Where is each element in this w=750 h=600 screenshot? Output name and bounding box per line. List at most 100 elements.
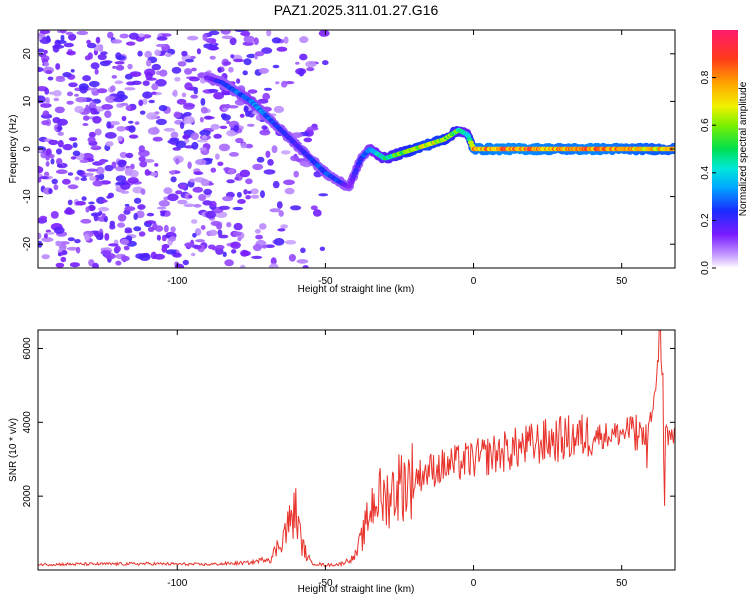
noise-blob (108, 243, 119, 247)
noise-blob (59, 30, 67, 34)
noise-blob (145, 59, 152, 67)
noise-blob (55, 169, 68, 174)
colorbar: 0.0 0.2 0.4 0.6 0.8 Normalized spectral ampl… (700, 30, 749, 275)
x-tick-label: 0 (471, 578, 477, 589)
noise-blob (114, 245, 121, 253)
snr-data-point (301, 543, 303, 545)
noise-blob (159, 69, 168, 77)
noise-blob (45, 231, 55, 235)
snr-data-point (147, 563, 149, 565)
noise-blob (104, 110, 112, 118)
noise-blob (127, 63, 133, 70)
noise-blob (226, 130, 237, 137)
noise-blob (91, 91, 99, 96)
noise-blob (40, 103, 52, 108)
noise-blob (303, 137, 313, 143)
noise-blob (94, 68, 99, 75)
noise-blob (161, 33, 172, 37)
noise-blob (232, 231, 242, 237)
noise-blob (139, 253, 151, 261)
noise-blob (260, 190, 265, 199)
noise-blob (188, 76, 200, 82)
noise-blob (183, 115, 195, 124)
noise-blob (262, 92, 271, 101)
noise-blob (218, 143, 231, 152)
noise-blob (62, 178, 71, 185)
noise-blob (85, 104, 90, 113)
noise-blob (306, 126, 319, 131)
noise-blob (232, 206, 244, 211)
noise-blob (200, 225, 206, 230)
noise-blob (51, 178, 58, 185)
noise-blob (133, 197, 142, 204)
snr-data-point (656, 366, 658, 368)
noise-blob (261, 125, 268, 130)
noise-blob (217, 161, 224, 166)
noise-blob (296, 259, 309, 264)
noise-blob (89, 101, 97, 109)
noise-blob (82, 75, 91, 82)
snr-data-point (562, 438, 564, 440)
noise-blob (243, 35, 255, 43)
noise-blob (119, 151, 128, 159)
noise-blob (181, 92, 187, 98)
noise-blob (48, 154, 55, 159)
noise-blob (92, 180, 104, 187)
snr-frame (37, 329, 676, 571)
noise-blob (245, 143, 254, 149)
noise-blob (108, 121, 121, 126)
ridge-point (465, 133, 472, 139)
noise-blob (138, 156, 146, 162)
noise-blob (117, 213, 127, 222)
noise-blob (156, 36, 168, 41)
noise-blob (163, 127, 176, 132)
noise-blob (114, 80, 124, 85)
snr-x-label: Height of straight line (km) (298, 584, 415, 595)
noise-blob (131, 72, 137, 77)
noise-blob (99, 232, 104, 240)
noise-blob (280, 150, 291, 155)
noise-blob (213, 92, 225, 100)
noise-blob (95, 36, 101, 44)
noise-blob (255, 51, 265, 57)
noise-blob (278, 210, 284, 217)
noise-blob (114, 61, 125, 65)
noise-blob (43, 233, 48, 239)
noise-blob (276, 46, 288, 52)
noise-blob (253, 37, 259, 45)
noise-blob (170, 226, 176, 233)
noise-blob (174, 77, 181, 82)
snr-data-point (532, 444, 534, 446)
noise-blob (170, 131, 179, 139)
noise-blob (104, 253, 116, 260)
noise-blob (208, 229, 218, 236)
noise-blob (38, 177, 42, 183)
noise-blob (312, 209, 322, 217)
noise-blob (53, 124, 59, 132)
colorbar-tick-label: 0.8 (700, 70, 711, 84)
noise-blob (86, 168, 98, 172)
noise-blob (76, 169, 84, 176)
noise-blob (195, 239, 206, 243)
snr-data-point (606, 434, 608, 436)
noise-blob (234, 176, 240, 181)
snr-y-label: SNR (10 * v/v) (8, 418, 19, 482)
noise-blob (245, 195, 251, 200)
noise-blob (215, 244, 225, 250)
noise-blob (134, 121, 140, 125)
noise-blob (53, 226, 65, 234)
noise-blob (66, 50, 76, 56)
noise-blob (224, 103, 231, 109)
colorbar-label: Normalized spectral amplitude (738, 81, 749, 216)
noise-blob (199, 116, 204, 123)
noise-blob (74, 105, 85, 114)
x-tick-label: -100 (167, 276, 187, 287)
noise-blob (159, 210, 167, 214)
noise-blob (78, 83, 89, 90)
noise-blob (226, 179, 235, 184)
noise-blob (133, 226, 142, 232)
noise-blob (261, 47, 273, 54)
noise-blob (107, 31, 114, 39)
noise-blob (161, 235, 167, 242)
noise-blob (319, 246, 326, 251)
